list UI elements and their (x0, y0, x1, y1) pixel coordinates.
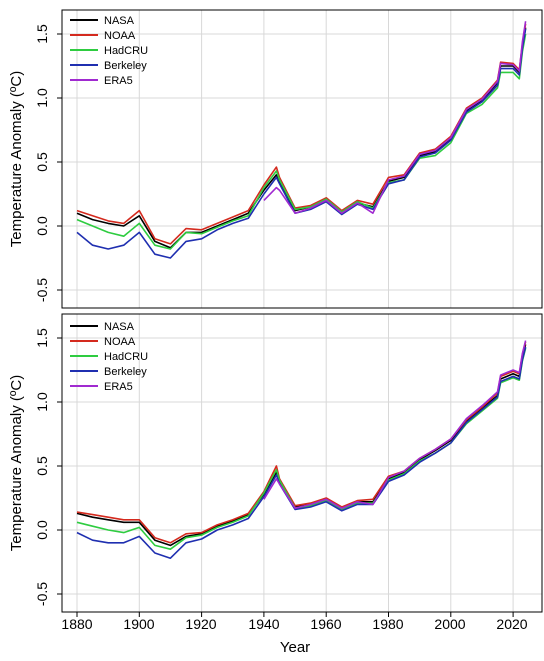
bottom-legend: NASA NOAA HadCRU Berkeley ERA5 (70, 321, 148, 393)
bottom-y-tick-label: -0.5 (34, 582, 50, 606)
legend-label-nasa: NASA (104, 15, 135, 27)
top-panel: -0.5 0.0 0.5 1.0 1.5 Temperature Anomaly… (8, 9, 543, 309)
series-line-era5 (263, 340, 527, 510)
legend-label-noaa: NOAA (104, 30, 136, 42)
bottom-y-tick-label: 1.0 (34, 392, 50, 412)
top-y-tick-label: 1.5 (34, 24, 50, 44)
legend-label-nasa: NASA (104, 321, 135, 333)
top-y-tick-label: 1.0 (34, 88, 50, 108)
top-y-tick-label: 0.5 (34, 152, 50, 172)
top-y-tick-label: -0.5 (34, 278, 50, 302)
series-line-berkeley (76, 28, 527, 259)
legend-label-noaa: NOAA (104, 336, 136, 348)
top-series-group (76, 21, 527, 259)
series-line-hadcru (76, 348, 527, 551)
bottom-y-axis-label: Temperature Anomaly (ºC) (8, 375, 25, 551)
bottom-y-axis: -0.5 0.0 0.5 1.0 1.5 (34, 328, 50, 606)
series-line-era5 (263, 21, 527, 214)
bottom-plot-frame (61, 313, 543, 613)
legend-label-era5: ERA5 (104, 75, 133, 87)
x-tick-label: 1960 (310, 616, 341, 632)
bottom-x-axis: 1880 1900 1920 1940 1960 1980 2000 2020 (61, 616, 527, 632)
x-tick-label: 1980 (372, 616, 403, 632)
x-axis-label: Year (280, 639, 310, 656)
legend-label-berkeley: Berkeley (104, 366, 147, 378)
top-y-axis-label: Temperature Anomaly (ºC) (8, 71, 25, 247)
legend-label-hadcru: HadCRU (104, 351, 148, 363)
x-tick-label: 2000 (434, 616, 465, 632)
series-line-noaa (76, 341, 527, 544)
bottom-series-group (76, 340, 527, 560)
legend-label-berkeley: Berkeley (104, 60, 147, 72)
x-tick-label: 1920 (185, 616, 216, 632)
x-tick-label: 2020 (496, 616, 527, 632)
bottom-panel: -0.5 0.0 0.5 1.0 1.5 1880 1900 1920 1940… (8, 313, 543, 656)
bottom-y-tick-label: 0.0 (34, 520, 50, 540)
bottom-grid (62, 314, 542, 612)
legend-label-hadcru: HadCRU (104, 45, 148, 57)
x-tick-label: 1900 (123, 616, 154, 632)
x-tick-label: 1880 (61, 616, 92, 632)
top-plot-frame (61, 9, 543, 309)
top-y-tick-label: 0.0 (34, 216, 50, 236)
top-grid (62, 10, 542, 308)
series-line-berkeley (76, 346, 527, 560)
x-tick-label: 1940 (248, 616, 279, 632)
series-line-hadcru (76, 33, 527, 250)
top-y-axis: -0.5 0.0 0.5 1.0 1.5 (34, 24, 50, 302)
series-line-noaa (76, 23, 527, 245)
legend-label-era5: ERA5 (104, 381, 133, 393)
bottom-y-tick-label: 1.5 (34, 328, 50, 348)
top-legend: NASA NOAA HadCRU Berkeley ERA5 (70, 15, 148, 87)
bottom-y-tick-label: 0.5 (34, 456, 50, 476)
